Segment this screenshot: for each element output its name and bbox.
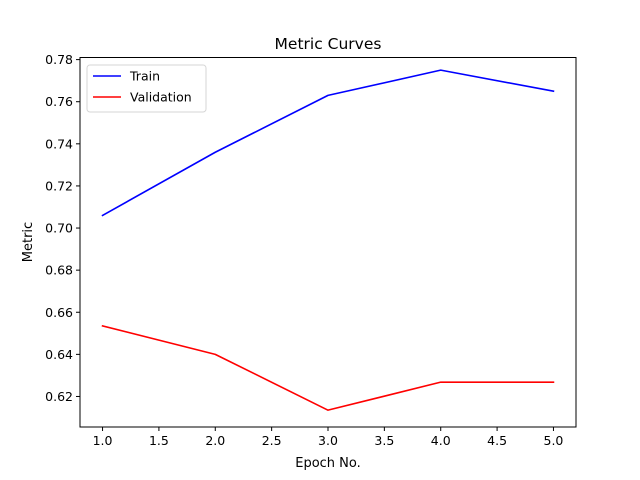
x-tick-label: 3.0	[318, 433, 338, 448]
x-tick-label: 2.5	[262, 433, 282, 448]
legend-train-label: Train	[129, 69, 160, 84]
x-tick-label: 5.0	[544, 433, 564, 448]
y-axis-label: Metric	[21, 222, 36, 262]
x-axis-label: Epoch No.	[295, 456, 361, 471]
series-line-train	[101, 69, 555, 217]
y-tick-label: 0.62	[45, 389, 73, 404]
x-tick-label: 4.0	[431, 433, 451, 448]
x-tick-label: 3.5	[374, 433, 394, 448]
legend-validation-label: Validation	[130, 90, 192, 105]
y-tick-label: 0.78	[45, 52, 73, 67]
y-tick-label: 0.76	[45, 94, 73, 109]
x-tick-label: 1.5	[149, 433, 169, 448]
y-axis-ticks: 0.62 0.64 0.66 0.68 0.70 0.72 0.74 0.76 0.78	[45, 52, 80, 404]
series-line-validation	[101, 324, 555, 411]
plot-frame	[79, 57, 577, 428]
x-tick-label: 1.0	[93, 433, 113, 448]
y-tick-label: 0.64	[45, 347, 73, 362]
y-tick-label: 0.70	[45, 221, 73, 236]
series-lines	[101, 69, 555, 411]
x-tick-label: 2.0	[205, 433, 225, 448]
x-tick-label: 4.5	[487, 433, 507, 448]
y-tick-label: 0.74	[45, 136, 73, 151]
legend: Train Validation	[86, 64, 207, 113]
plot-area: 1.0 1.5 2.0 2.5 3.0 3.5 4.0 4.5 5.0 0.62 0.64 0.66…	[45, 52, 577, 448]
y-tick-label: 0.66	[45, 305, 73, 320]
chart-title: Metric Curves	[275, 35, 382, 53]
y-tick-label: 0.68	[45, 263, 73, 278]
x-axis-ticks: 1.0 1.5 2.0 2.5 3.0 3.5 4.0 4.5 5.0	[93, 427, 564, 448]
y-tick-label: 0.72	[45, 178, 73, 193]
